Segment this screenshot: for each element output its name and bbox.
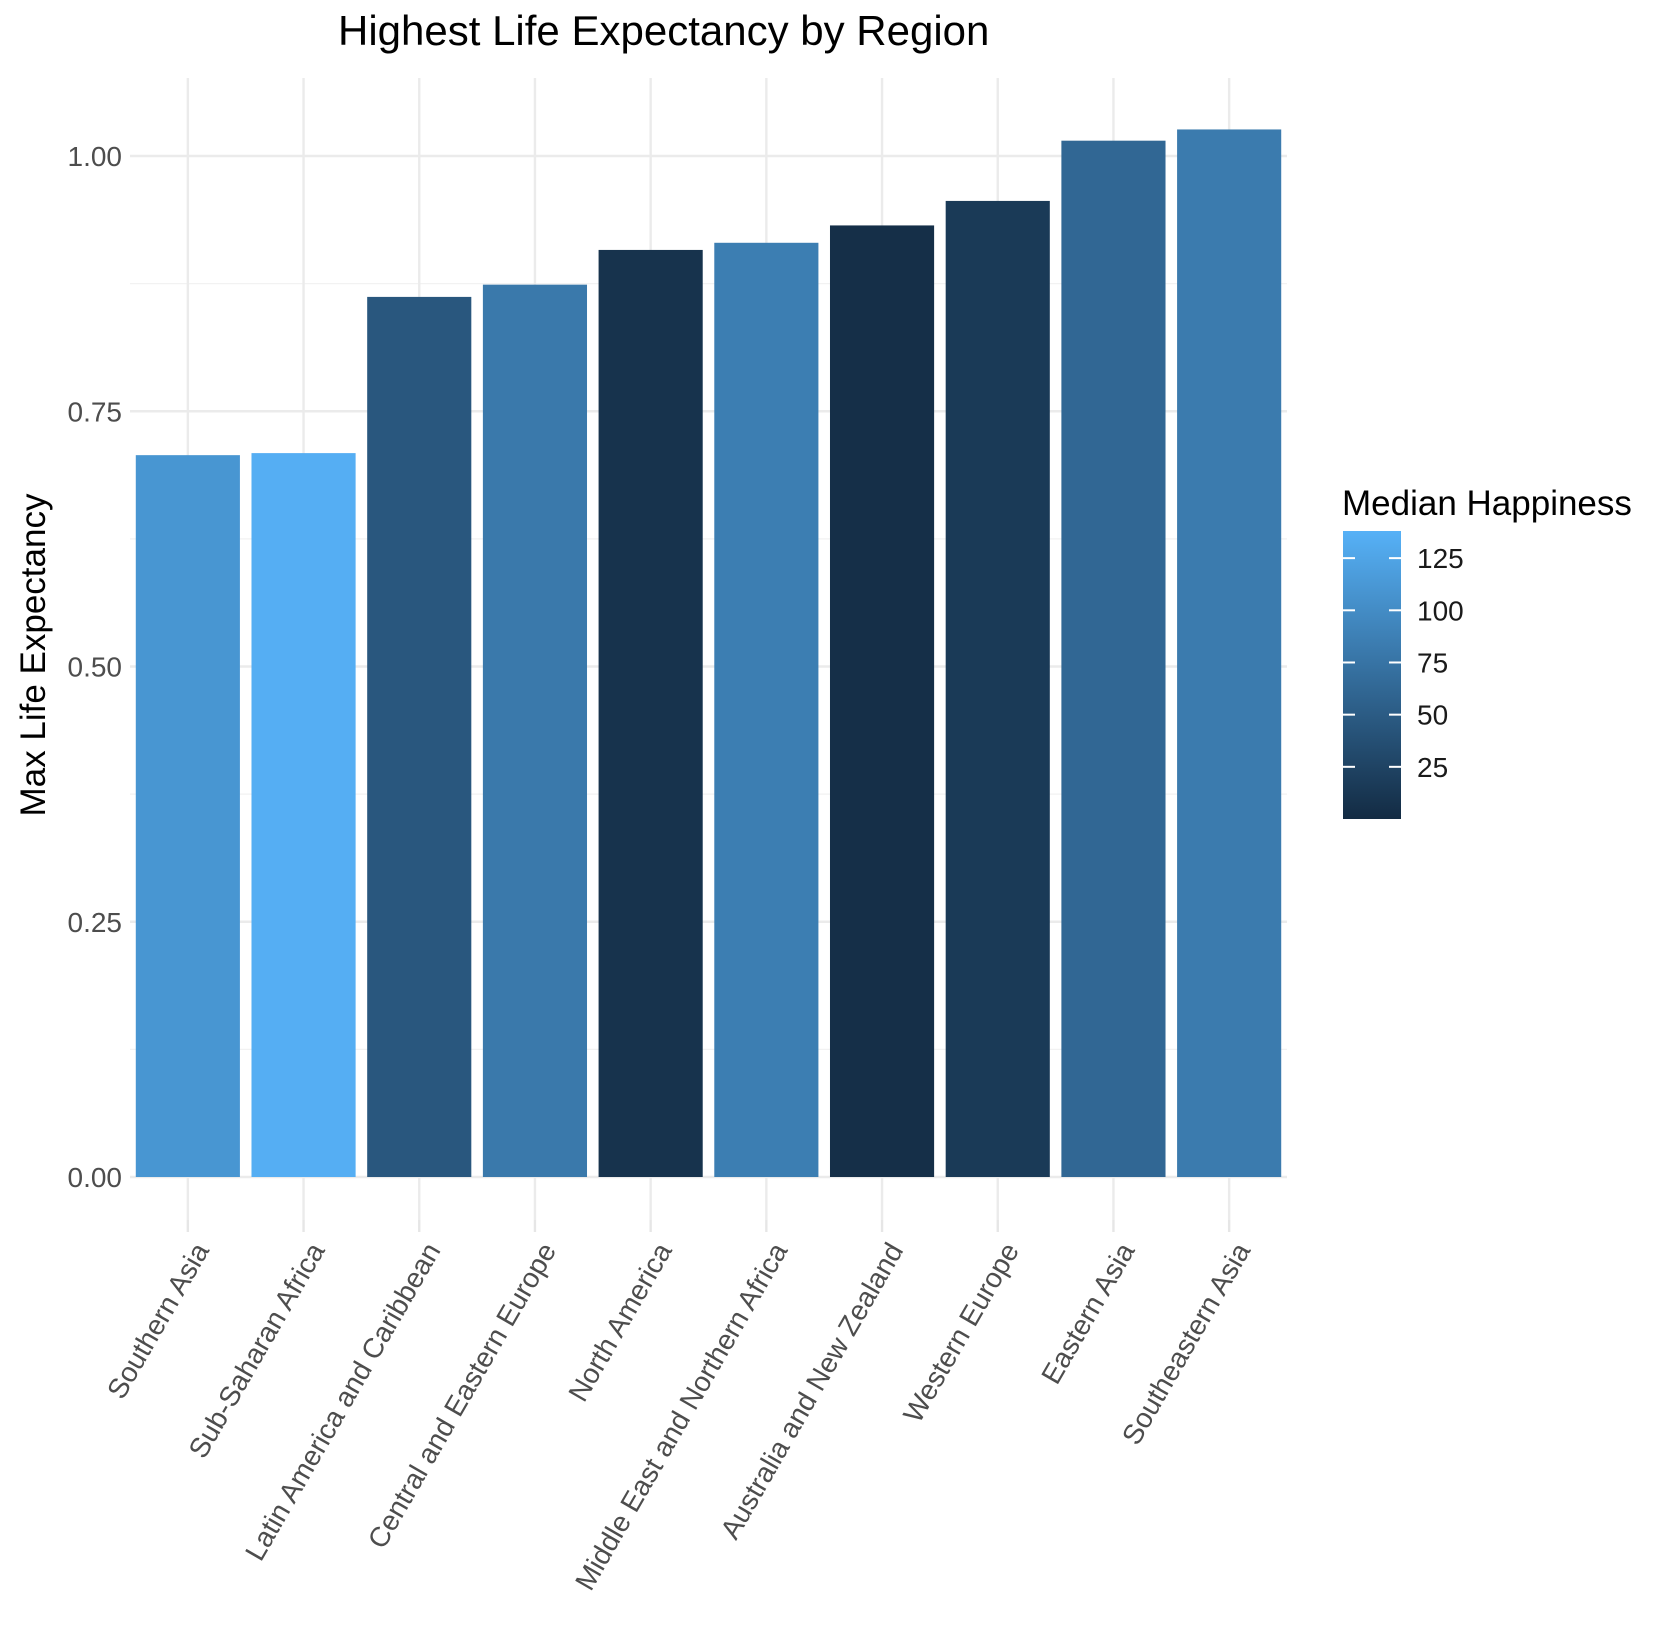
y-tick-label: 0.50	[68, 652, 123, 683]
x-tick-label: Eastern Asia	[1035, 1237, 1141, 1389]
x-tick-label: Southeastern Asia	[1116, 1237, 1257, 1450]
bar	[251, 453, 356, 1178]
bar	[482, 284, 588, 1177]
y-axis-title: Max Life Expectancy	[14, 493, 53, 816]
y-axis: 0.00 0.25 0.50 0.75 1.00	[68, 141, 123, 1193]
legend-title: Median Happiness	[1342, 484, 1632, 523]
bar	[367, 296, 472, 1177]
x-tick-label: Western Europe	[897, 1238, 1025, 1428]
bars	[135, 129, 1282, 1178]
bar	[598, 249, 703, 1177]
legend-tick-label: 75	[1417, 647, 1448, 678]
y-tick-label: 1.00	[68, 141, 123, 172]
legend-colorbar	[1343, 531, 1401, 819]
y-tick-label: 0.75	[68, 396, 123, 427]
x-tick-label: Middle East and Northern Africa	[569, 1237, 794, 1595]
y-tick-label: 0.25	[68, 907, 123, 938]
x-tick-label: Southern Asia	[101, 1237, 215, 1404]
bar	[945, 200, 1050, 1177]
bar	[1061, 140, 1166, 1177]
chart-title: Highest Life Expectancy by Region	[338, 7, 989, 54]
y-tick-label: 0.00	[68, 1162, 123, 1193]
bar	[1177, 129, 1282, 1178]
legend-ticks: 25 50 75 100 125	[1343, 543, 1464, 783]
legend-tick-label: 125	[1417, 543, 1464, 574]
bar	[714, 242, 819, 1177]
bar	[135, 455, 240, 1177]
x-tick-label: Latin America and Caribbean	[239, 1238, 446, 1566]
bar	[829, 225, 935, 1178]
legend-tick-label: 50	[1417, 700, 1448, 731]
legend-tick-label: 100	[1417, 595, 1464, 626]
x-tick-label: North America	[562, 1237, 678, 1406]
color-legend: Median Happiness 25 50 75 100 125	[1342, 484, 1632, 819]
legend-tick-label: 25	[1417, 752, 1448, 783]
